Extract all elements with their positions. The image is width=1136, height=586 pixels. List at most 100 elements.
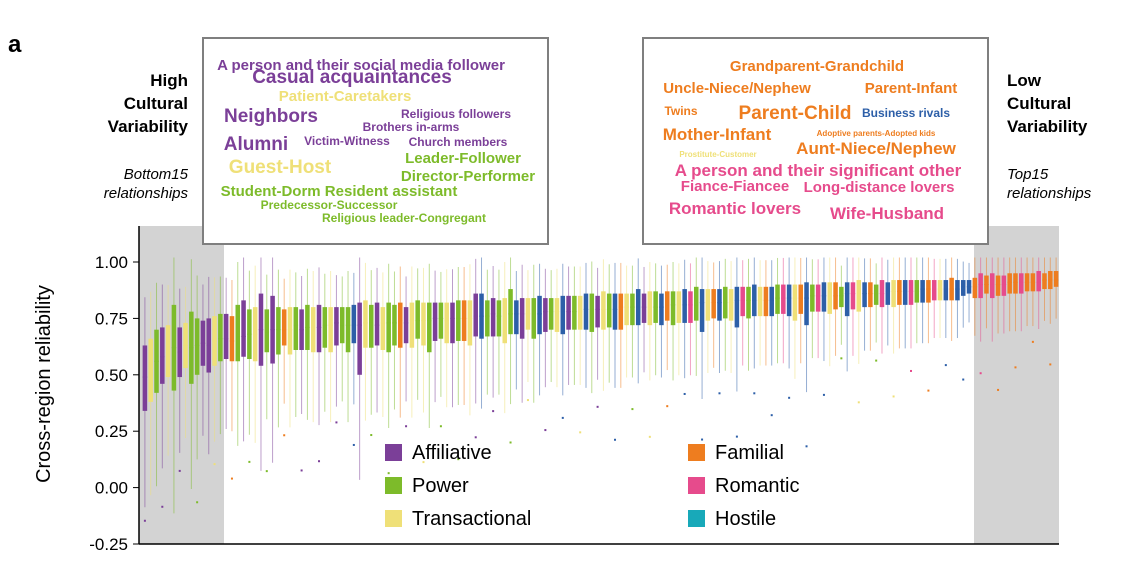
legend-label-romantic: Romantic — [715, 475, 799, 497]
wordcloud-right-grandparent-grandchild: Grandparent-Grandchild — [730, 58, 904, 75]
outlier-point — [770, 414, 773, 417]
whiskers-layer — [144, 257, 1057, 514]
box-affiliative — [142, 345, 148, 411]
outlier-point — [875, 359, 878, 362]
box-romantic — [978, 273, 983, 299]
outlier-point — [962, 378, 965, 381]
wordcloud-left: A person and their social media follower… — [217, 57, 535, 225]
box-power — [839, 286, 844, 308]
wordcloud-right-parent-infant: Parent-Infant — [865, 80, 958, 97]
left-title-line3: Variability — [108, 117, 189, 136]
box-affiliative — [490, 298, 496, 337]
outlier-point — [1031, 340, 1034, 343]
wordcloud-right-prostitute-customer: Prostitute-Customer — [679, 150, 756, 159]
box-business — [960, 280, 966, 296]
box-affiliative — [519, 298, 525, 339]
wordcloud-right-romantic-lovers: Romantic lovers — [669, 199, 801, 218]
wordcloud-right-uncle-niece-nephew: Uncle-Niece/Nephew — [663, 80, 811, 97]
outlier-point — [143, 519, 146, 522]
outlier-point — [370, 434, 373, 437]
box-transactional — [728, 289, 734, 321]
y-tick-label: 1.00 — [95, 253, 128, 272]
right-title-line2: Cultural — [1007, 94, 1071, 113]
box-business — [804, 282, 809, 326]
box-business — [769, 286, 774, 317]
box-transactional — [577, 295, 583, 330]
panel-label: a — [8, 31, 22, 58]
y-tick-label: 0.75 — [95, 309, 128, 328]
outlier-point — [631, 408, 634, 411]
boxes-layer — [142, 271, 1059, 411]
wordcloud-left-a-person-and-their-social-media-follower: A person and their social media follower — [217, 57, 505, 74]
box-business — [659, 293, 664, 326]
box-affiliative — [357, 302, 362, 375]
outlier-point — [213, 463, 216, 466]
legend-label-transactional: Transactional — [412, 508, 531, 530]
box-power — [438, 302, 444, 339]
outlier-point — [509, 441, 512, 444]
box-transactional — [363, 300, 368, 348]
box-affiliative — [473, 293, 478, 337]
outlier-point — [196, 501, 199, 504]
box-affiliative — [450, 302, 455, 344]
box-business — [844, 282, 850, 317]
left-side-labels: High Cultural Variability Bottom15 relat… — [104, 71, 189, 202]
box-romantic — [1036, 271, 1041, 292]
box-affiliative — [641, 293, 647, 323]
left-title-line1: High — [150, 71, 188, 90]
outlier-point — [387, 472, 390, 475]
legend-swatch-affiliative — [385, 444, 402, 461]
wordcloud-left-box — [202, 37, 549, 245]
outlier-point — [892, 395, 895, 398]
box-familial — [868, 282, 873, 308]
legend-label-familial: Familial — [715, 442, 784, 464]
right-title-line3: Variability — [1007, 117, 1088, 136]
left-title-line2: Cultural — [124, 94, 188, 113]
box-business — [514, 300, 519, 335]
outlier-point — [596, 405, 599, 408]
wordcloud-left-victim-witness: Victim-Witness — [304, 134, 390, 148]
box-power — [322, 307, 328, 348]
outlier-point — [1049, 363, 1052, 366]
outlier-point — [474, 436, 477, 439]
box-power — [276, 307, 281, 355]
box-affiliative — [316, 304, 322, 353]
box-romantic — [815, 284, 821, 312]
box-business — [955, 280, 960, 301]
outlier-point — [422, 461, 425, 464]
box-power — [392, 304, 397, 346]
box-familial — [926, 280, 931, 303]
box-power — [531, 298, 537, 339]
wordcloud-left-leader-follower: Leader-Follower — [405, 150, 521, 167]
box-power — [589, 293, 595, 332]
box-affiliative — [543, 298, 548, 332]
box-business — [612, 293, 618, 330]
box-business — [943, 280, 949, 301]
box-affiliative — [566, 295, 571, 330]
wordcloud-left-director-performer: Director-Performer — [401, 168, 535, 185]
box-power — [630, 293, 635, 326]
outlier-point — [405, 425, 408, 428]
box-transactional — [421, 302, 426, 346]
box-transactional — [647, 291, 653, 326]
legend-label-affiliative: Affiliative — [412, 442, 492, 464]
box-business — [920, 280, 925, 303]
box-romantic — [850, 282, 856, 310]
outlier-point — [857, 401, 860, 404]
box-power — [485, 300, 490, 337]
box-affiliative — [403, 307, 409, 344]
box-power — [345, 307, 351, 353]
box-transactional — [757, 286, 763, 317]
box-affiliative — [223, 313, 229, 360]
outlier-point — [910, 369, 913, 372]
box-power — [810, 284, 815, 312]
y-tick-label: -0.25 — [89, 535, 128, 554]
box-power — [368, 304, 374, 348]
wordcloud-right-box — [642, 37, 989, 245]
outlier-point — [178, 469, 181, 472]
outlier-point — [666, 405, 669, 408]
wordcloud-left-guest-host: Guest-Host — [229, 157, 332, 178]
wordcloud-right-mother-infant: Mother-Infant — [663, 125, 772, 144]
outlier-point — [648, 435, 651, 438]
box-romantic — [688, 291, 693, 323]
